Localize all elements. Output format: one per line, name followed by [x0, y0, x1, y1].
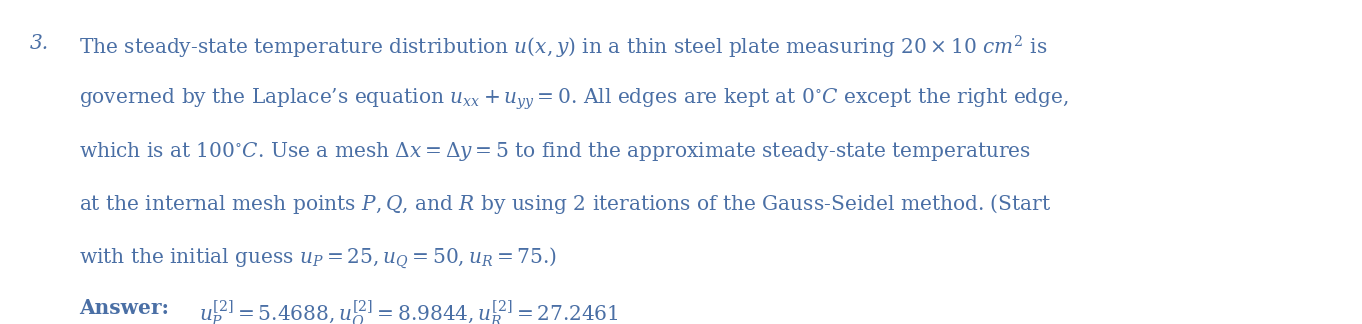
Text: The steady-state temperature distribution $u(x, y)$ in a thin steel plate measur: The steady-state temperature distributio… — [79, 34, 1047, 61]
Text: governed by the Laplace’s equation $u_{xx}+u_{yy} = 0$. All edges are kept at $0: governed by the Laplace’s equation $u_{x… — [79, 87, 1069, 112]
Text: Answer:: Answer: — [79, 298, 169, 318]
Text: which is at $100^{\circ}C$. Use a mesh $\Delta x = \Delta y = 5$ to find the app: which is at $100^{\circ}C$. Use a mesh $… — [79, 140, 1031, 163]
Text: 3.: 3. — [30, 34, 49, 53]
Text: with the initial guess $u_P = 25, u_Q = 50, u_R = 75$.): with the initial guess $u_P = 25, u_Q = … — [79, 245, 557, 271]
Text: $u_P^{[2]} = 5.4688, u_Q^{[2]} = 8.9844, u_R^{[2]} = 27.2461$: $u_P^{[2]} = 5.4688, u_Q^{[2]} = 8.9844,… — [199, 298, 618, 324]
Text: at the internal mesh points $P, Q$, and $R$ by using 2 iterations of the Gauss-S: at the internal mesh points $P, Q$, and … — [79, 192, 1051, 216]
